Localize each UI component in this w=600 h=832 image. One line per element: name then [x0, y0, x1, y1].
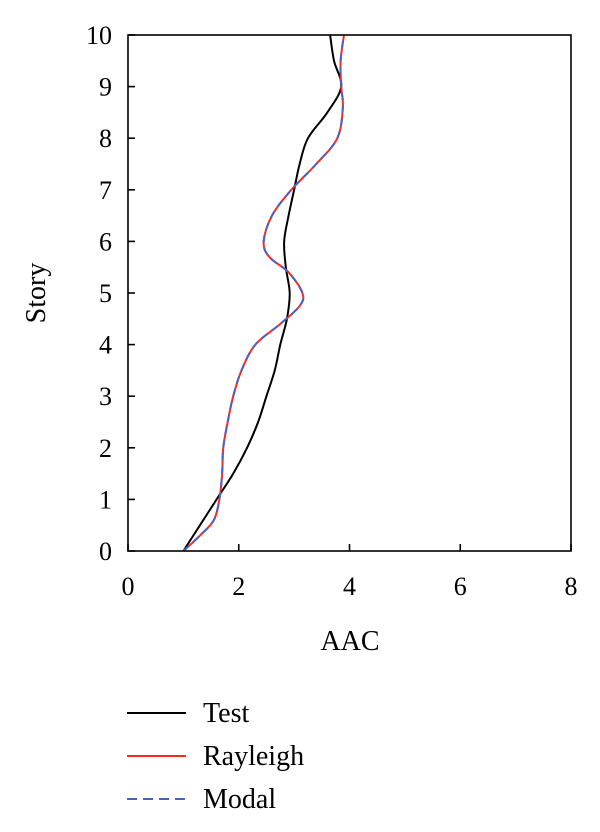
y-tick-label: 8	[99, 124, 112, 153]
series-line-modal	[182, 34, 345, 552]
y-axis: 0 1 2 3 4 5 6 7 8 9 10	[86, 21, 135, 566]
plot-frame	[127, 34, 572, 552]
y-tick-label: 10	[86, 21, 112, 50]
y-tick-label: 1	[99, 485, 112, 514]
x-axis: 0 2 4 6 8	[122, 544, 578, 601]
y-tick-label: 9	[99, 73, 112, 102]
series-line-rayleigh	[182, 34, 345, 552]
y-tick-label: 4	[99, 331, 112, 360]
legend: Test Rayleigh Modal	[127, 698, 304, 815]
x-tick-label: 4	[343, 572, 356, 601]
y-tick-label: 2	[99, 434, 112, 463]
y-tick-label: 0	[99, 537, 112, 566]
x-tick-label: 8	[565, 572, 578, 601]
x-axis-title: AAC	[320, 626, 379, 657]
y-axis-title: Story	[21, 263, 52, 324]
x-tick-label: 6	[454, 572, 467, 601]
series-line-test	[182, 34, 343, 552]
y-tick-label: 5	[99, 279, 112, 308]
x-tick-label: 2	[232, 572, 245, 601]
series-layer	[182, 34, 345, 552]
legend-label-rayleigh: Rayleigh	[203, 741, 304, 772]
x-tick-label: 0	[122, 572, 135, 601]
legend-label-test: Test	[203, 698, 249, 729]
y-tick-label: 6	[99, 227, 112, 256]
y-tick-label: 7	[99, 176, 112, 205]
legend-label-modal: Modal	[203, 784, 276, 815]
y-tick-label: 3	[99, 382, 112, 411]
